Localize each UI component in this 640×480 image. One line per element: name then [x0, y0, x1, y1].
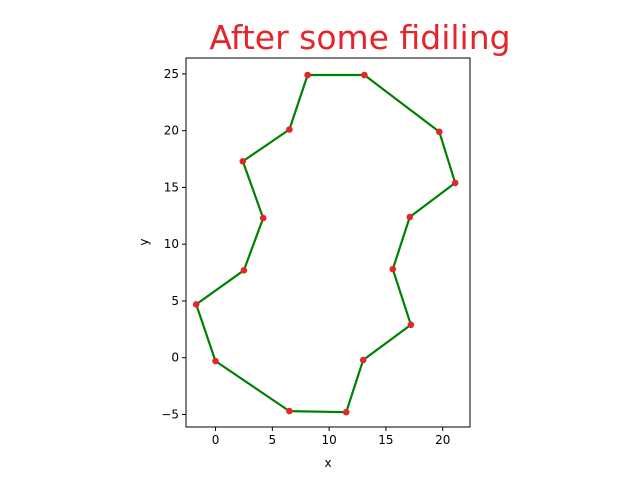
chart-title: After some fidiling [209, 18, 510, 57]
x-tick-label: 10 [321, 433, 336, 447]
x-tick-label: 20 [435, 433, 450, 447]
y-tick-label: 10 [164, 237, 179, 251]
data-point [286, 407, 293, 415]
y-tick-label: 15 [164, 180, 179, 194]
data-point [286, 126, 293, 133]
x-axis-label: x [324, 456, 331, 470]
data-point [259, 214, 267, 222]
data-point [406, 213, 414, 221]
data-point [342, 408, 350, 416]
data-point [192, 301, 200, 308]
y-tick-label: −5 [161, 408, 179, 422]
data-point [451, 179, 459, 187]
data-point [240, 267, 248, 274]
y-axis-label: y [137, 238, 151, 245]
data-point [436, 128, 443, 136]
data-point [239, 158, 247, 165]
y-tick-label: 5 [171, 294, 179, 308]
plot-area: 0 5 10 15 20 −5 0 5 10 15 20 25 [161, 57, 471, 447]
x-tick-label: 5 [269, 433, 277, 447]
x-tick-label: 0 [212, 433, 220, 447]
y-tick-label: 0 [171, 351, 179, 365]
data-point [389, 265, 397, 273]
series-line [195, 73, 457, 414]
y-tick-label: 20 [164, 124, 179, 138]
data-point [407, 321, 415, 329]
data-point [361, 71, 368, 79]
data-point [304, 71, 311, 79]
x-tick-label: 15 [378, 433, 393, 447]
plot-frame [185, 57, 471, 428]
data-point [212, 357, 219, 365]
data-point [359, 356, 367, 364]
y-tick-label: 25 [164, 67, 179, 81]
